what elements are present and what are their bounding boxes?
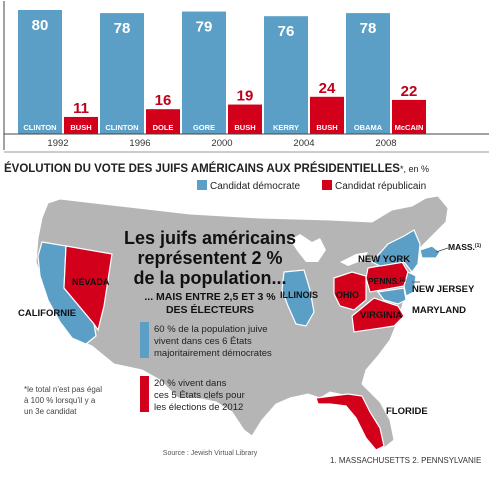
great-lakes: [290, 234, 326, 262]
bar-rep-1992: [64, 116, 98, 134]
map-subhead-2: DES ÉLECTEURS: [166, 303, 254, 316]
label-virginia: VIRGINIA: [360, 310, 402, 321]
state-florida: [315, 393, 385, 451]
note-red-line-1: 20 % vivent dans: [154, 378, 227, 389]
map-headline-3: de la population...: [134, 268, 287, 288]
bar-dem-2008: [346, 13, 390, 135]
bar-dem-2004: [264, 16, 308, 135]
value-rep-2004: 24: [319, 80, 336, 97]
value-dem-1992: 80: [32, 17, 49, 34]
note-blue-line-3: majoritairement démocrates: [154, 348, 272, 359]
note-red-line-2: ces 5 États clefs pour: [154, 390, 245, 401]
bar-dem-1996: [100, 13, 144, 135]
tick-label-2000: 2000: [211, 138, 232, 149]
candidate-dem-2000: GORE: [193, 123, 215, 132]
candidate-dem-2004: KERRY: [273, 123, 299, 132]
tick-label-2008: 2008: [375, 138, 396, 149]
label-california: CALIFORNIE: [18, 308, 76, 319]
label-new-jersey: NEW JERSEY: [412, 284, 475, 295]
candidate-rep-2000: BUSH: [234, 123, 255, 132]
bar-dem-2000: [182, 11, 226, 134]
label-massachusetts: MASS.(1): [448, 242, 481, 252]
label-florida: FLORIDE: [386, 406, 428, 417]
footnote-line-3: un 3e candidat: [24, 407, 77, 416]
value-dem-1996: 78: [114, 20, 131, 37]
state-massachusetts: [419, 245, 441, 259]
note-red-swatch: [140, 376, 149, 412]
value-rep-2000: 19: [237, 88, 254, 105]
source-text: Source : Jewish Virtual Library: [163, 450, 258, 457]
value-dem-2008: 78: [360, 20, 377, 37]
note-red-line-3: les élections de 2012: [154, 402, 243, 413]
value-rep-2008: 22: [401, 83, 418, 100]
candidate-dem-1996: CLINTON: [105, 123, 138, 132]
bar-rep-1996: [146, 109, 180, 134]
legend-label-rep: Candidat républicain: [335, 181, 426, 192]
candidate-rep-2004: BUSH: [316, 123, 337, 132]
state-maryland: [376, 287, 407, 305]
tick-label-2004: 2004: [293, 138, 314, 149]
tick-label-1996: 1996: [129, 138, 150, 149]
bar-rep-2004: [310, 96, 344, 134]
note-blue-line-2: vivent dans ces 6 États: [154, 336, 252, 347]
legend-label-dem: Candidat démocrate: [210, 181, 300, 192]
state-ohio: [333, 271, 367, 311]
candidate-dem-1992: CLINTON: [23, 123, 56, 132]
candidate-rep-2008: McCAIN: [395, 123, 424, 132]
label-pennsylvania: PENNS.(2): [368, 276, 406, 286]
lake-erie: [340, 252, 368, 266]
tick-label-1992: 1992: [47, 138, 68, 149]
state-illinois: [281, 269, 315, 327]
mass-leader-line: [435, 247, 449, 253]
label-maryland: MARYLAND: [412, 305, 466, 316]
map-subhead-1: ... MAIS ENTRE 2,5 ET 3 %: [144, 291, 276, 303]
legend-swatch-dem: [197, 180, 207, 190]
bar-rep-2000: [228, 104, 262, 134]
value-rep-1996: 16: [155, 92, 172, 109]
bottom-notes: 1. MASSACHUSETTS 2. PENNSYLVANIE: [330, 456, 481, 465]
map-headline-1: Les juifs américains: [124, 228, 296, 248]
note-blue-line-1: 60 % de la population juive: [154, 324, 268, 335]
state-new-york: [371, 229, 421, 273]
label-new-york: NEW YORK: [358, 254, 410, 265]
state-virginia: [351, 297, 405, 333]
map-headline-2: représentent 2 %: [137, 248, 282, 268]
value-dem-2000: 79: [196, 19, 213, 36]
state-new-jersey: [403, 271, 417, 297]
candidate-dem-2008: OBAMA: [354, 123, 383, 132]
chart-title: ÉVOLUTION DU VOTE DES JUIFS AMÉRICAINS A…: [4, 162, 429, 175]
note-blue-swatch: [140, 322, 149, 358]
value-rep-1992: 11: [73, 100, 89, 117]
bar-rep-2008: [392, 99, 426, 134]
footnote-line-2: à 100 % lorsqu'il y a: [24, 396, 96, 405]
label-nevada: NEVADA: [72, 277, 110, 287]
legend-swatch-rep: [322, 180, 332, 190]
footnote-line-1: *le total n'est pas égal: [24, 385, 102, 394]
label-ohio: OHIO: [336, 290, 359, 300]
bar-chart: 80CLINTON11BUSH199278CLINTON16DOLE199679…: [4, 10, 489, 149]
state-nevada: [63, 245, 113, 332]
value-dem-2004: 76: [278, 23, 295, 40]
candidate-rep-1996: DOLE: [153, 123, 174, 132]
label-illinois: ILLINOIS: [280, 290, 318, 300]
bar-dem-1992: [18, 10, 62, 134]
candidate-rep-1992: BUSH: [70, 123, 91, 132]
us-map: [35, 195, 449, 451]
